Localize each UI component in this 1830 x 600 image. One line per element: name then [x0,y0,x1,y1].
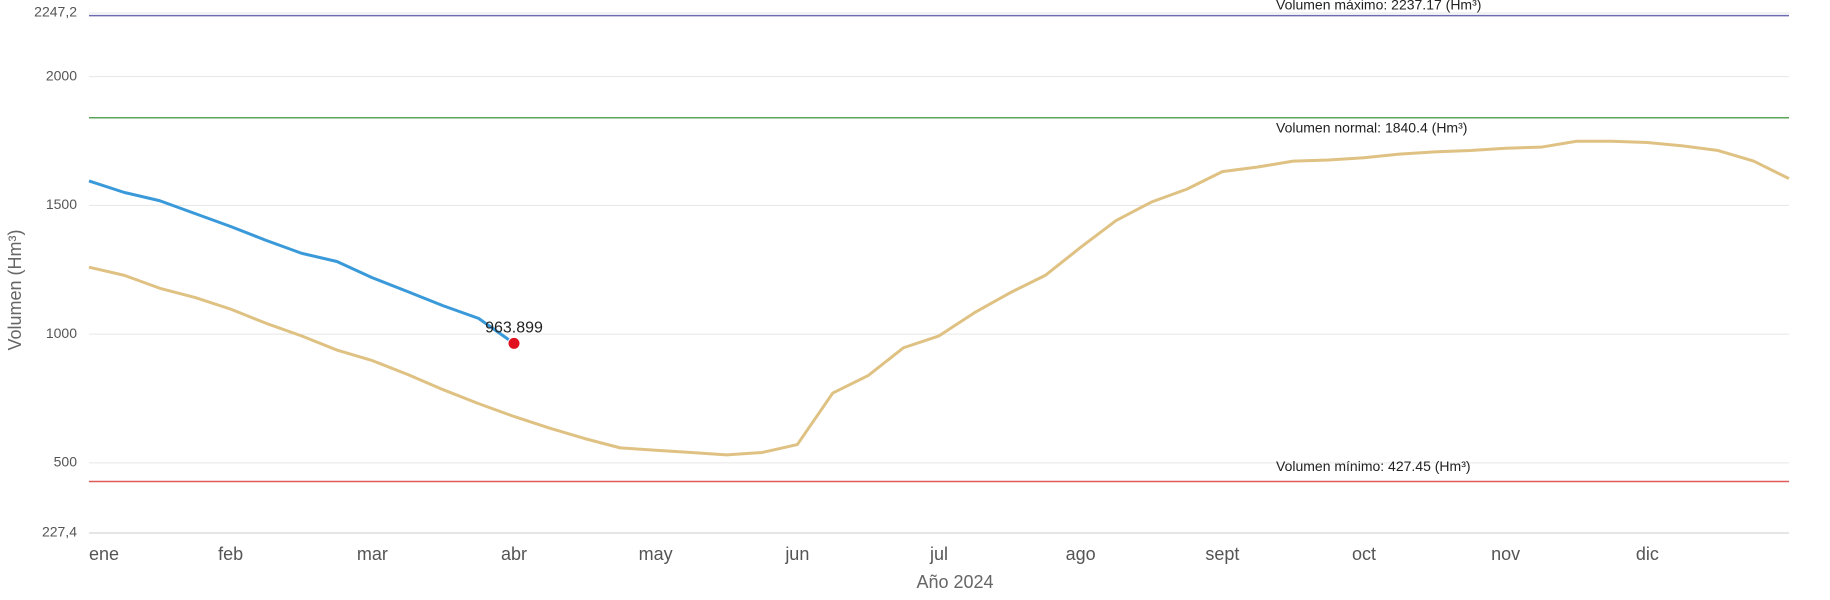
x-tick-label: dic [1636,544,1659,564]
x-tick-label: jun [784,544,809,564]
reference-label: Volumen normal: 1840.4 (Hm³) [1276,119,1467,135]
series-line [88,179,515,345]
x-tick-label: sept [1205,544,1239,564]
reference-label: Volumen máximo: 2237.17 (Hm³) [1276,0,1481,12]
data-label: 963.899 [485,320,543,337]
x-tick-label: feb [218,544,243,564]
y-tick-label: 1500 [46,196,77,212]
series-line [88,139,1790,457]
x-tick-label: ago [1066,544,1096,564]
y-axis-title: Volumen (Hm³) [5,229,25,350]
y-tick-label: 2247,2 [34,4,77,20]
x-tick-label: may [639,544,673,564]
point-marker [507,336,521,350]
x-axis-title: Año 2024 [916,572,993,592]
x-tick-label: abr [501,544,527,564]
reference-label: Volumen mínimo: 427.45 (Hm³) [1276,458,1471,474]
y-tick-label: 1000 [46,325,77,341]
x-tick-label: nov [1491,544,1520,564]
x-tick-label: jul [929,544,948,564]
x-tick-label: oct [1352,544,1376,564]
x-tick-label: ene [89,544,119,564]
y-tick-label: 2000 [46,67,77,83]
y-tick-label: 227,4 [42,524,77,540]
y-tick-label: 500 [54,454,78,470]
x-tick-label: mar [357,544,388,564]
